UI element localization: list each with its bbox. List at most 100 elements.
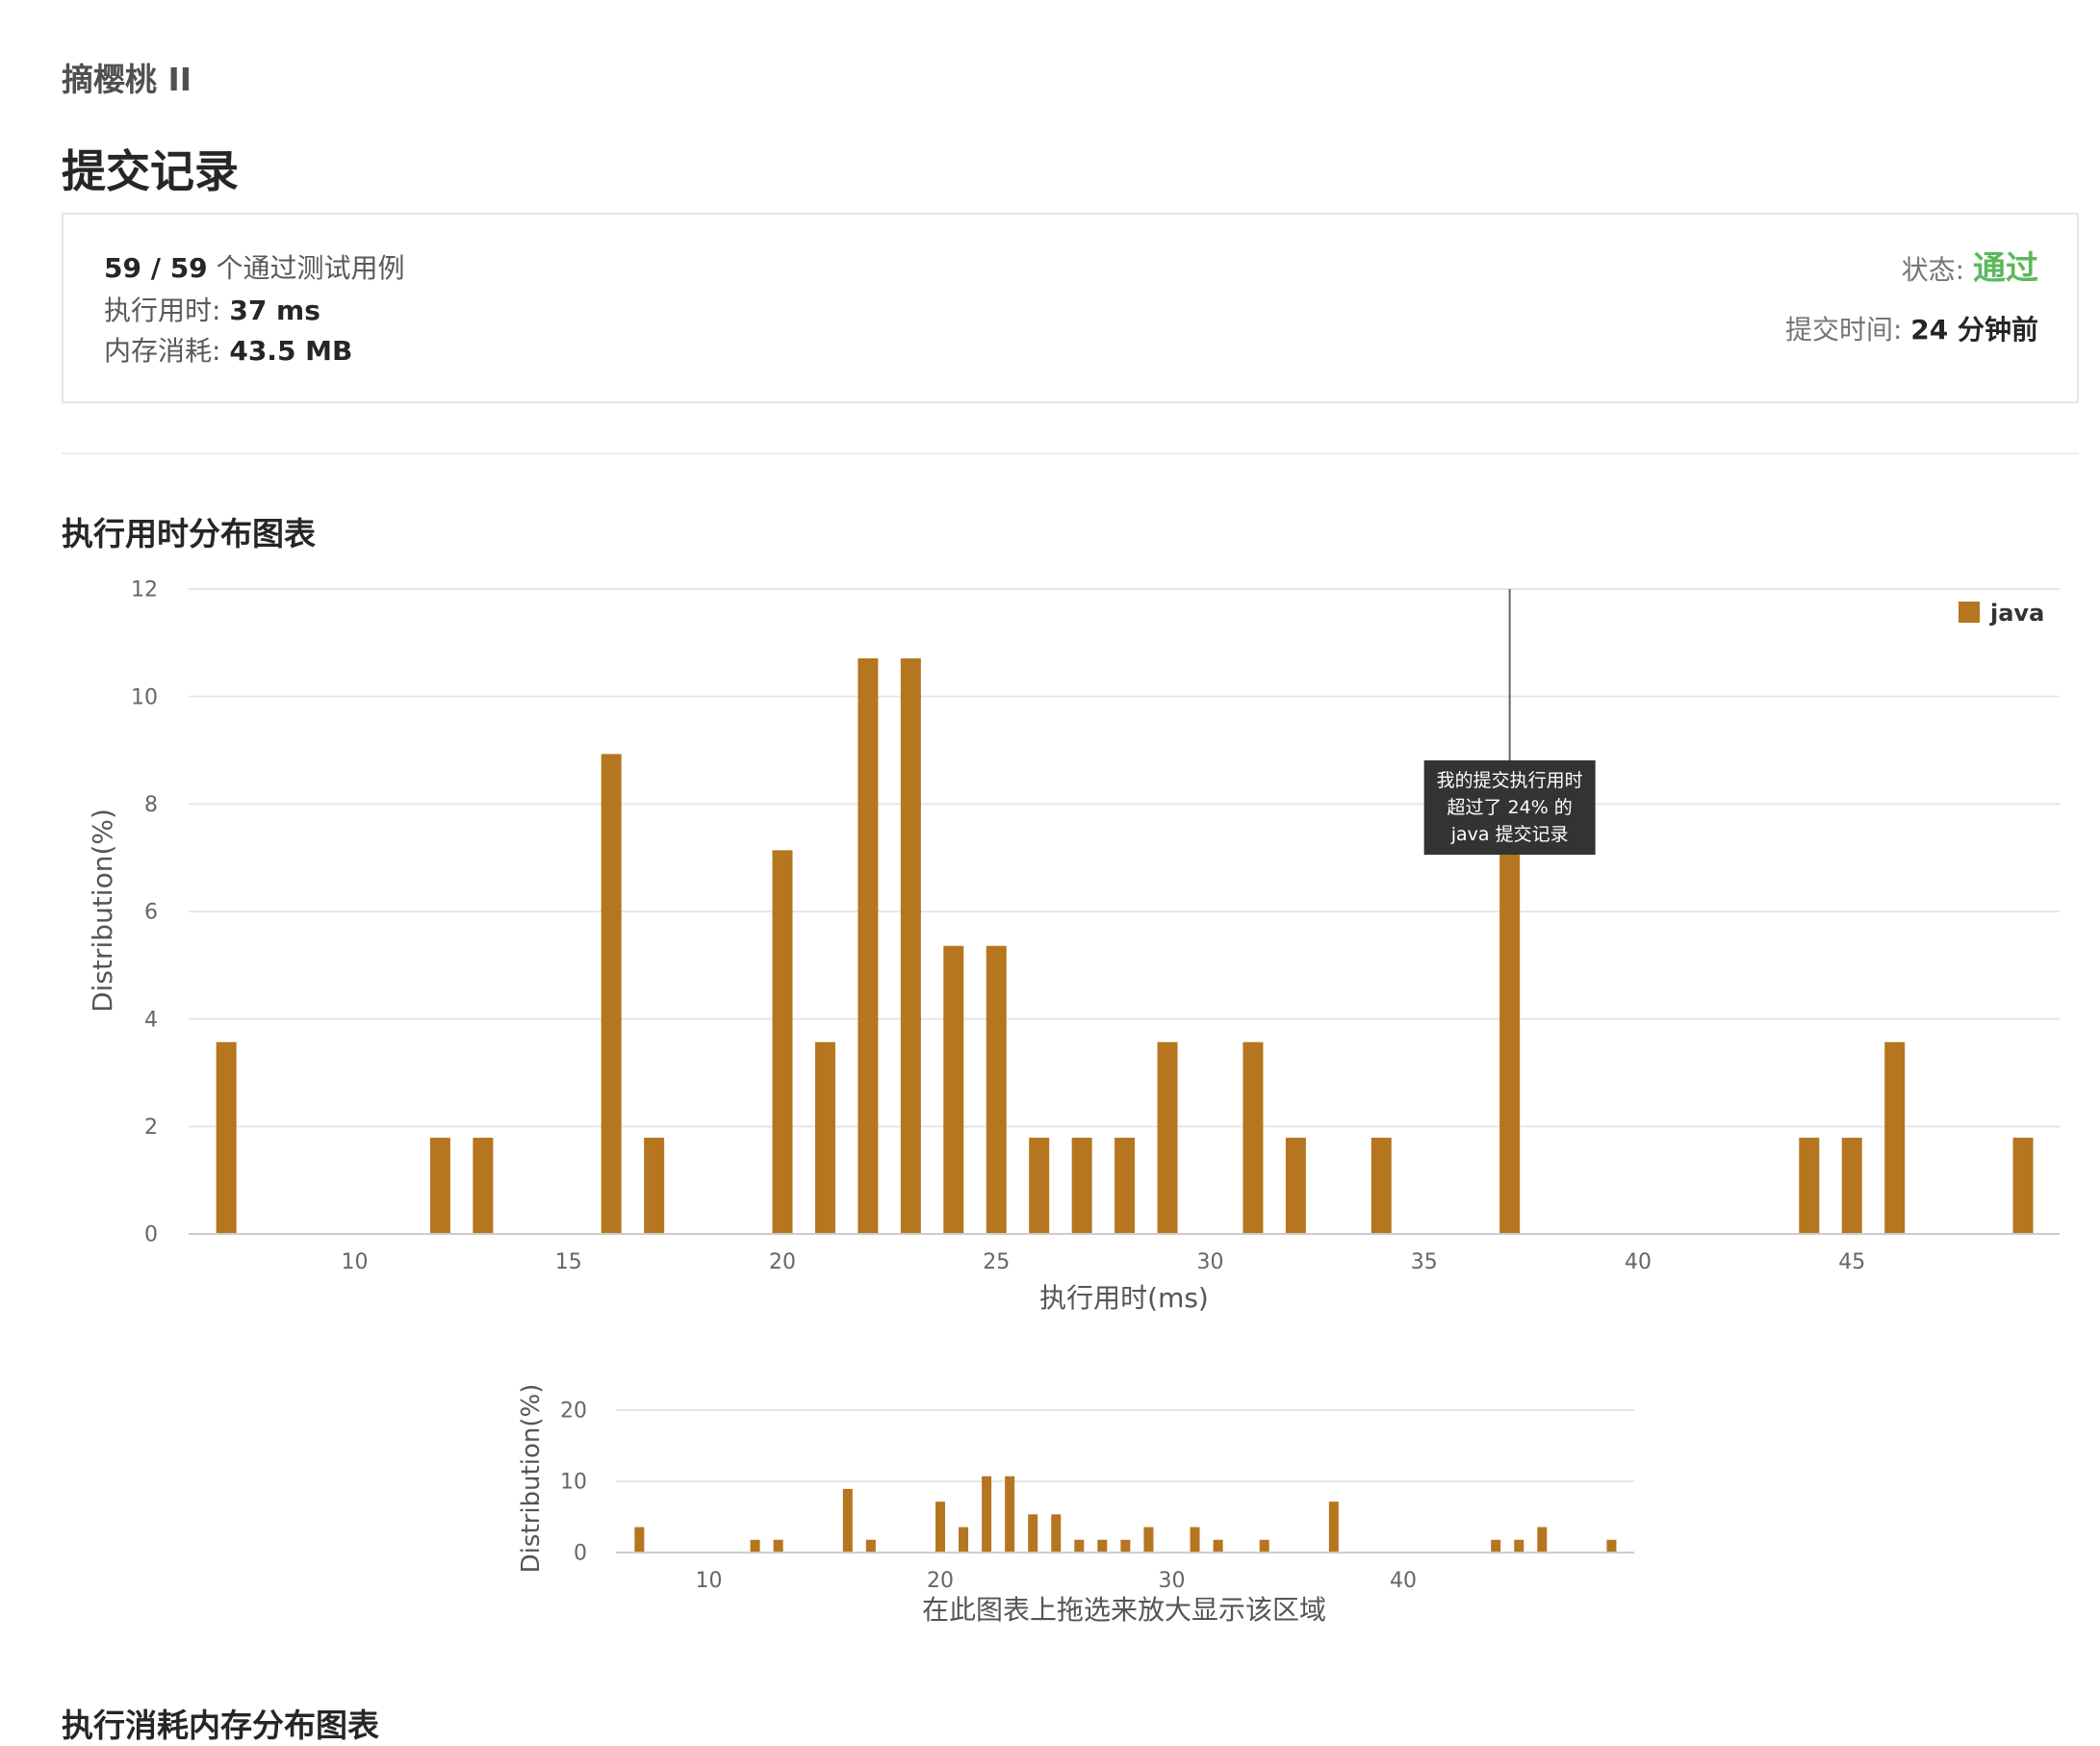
- memory-label: 内存消耗:: [104, 335, 230, 367]
- memory-value: 43.5 MB: [229, 335, 353, 367]
- bar[interactable]: [814, 1041, 835, 1234]
- bar[interactable]: [858, 658, 879, 1234]
- x-tick-label: 20: [769, 1250, 796, 1274]
- nav-x-axis-label: 在此图表上拖选来放大显示该区域: [922, 1594, 1326, 1626]
- bar[interactable]: [1143, 1527, 1154, 1553]
- bar[interactable]: [1606, 1539, 1617, 1553]
- nav-y-axis-label: Distribution(%): [517, 1384, 546, 1574]
- tooltip-line-1: 我的提交执行用时: [1437, 770, 1583, 791]
- submit-time-row: 提交时间: 24 分钟前: [1785, 309, 2038, 347]
- legend-swatch-java: [1959, 602, 1980, 623]
- bar[interactable]: [842, 1488, 853, 1553]
- bar[interactable]: [900, 658, 921, 1234]
- runtime-distribution-chart[interactable]: 0 2 4 6 8 10 12 10 15 20 25 30 35 40 45 Distribution(…: [0, 568, 2100, 1396]
- bar[interactable]: [986, 945, 1007, 1234]
- runtime-row: 执行用时: 37 ms: [104, 290, 320, 328]
- testcases-suffix: 个通过测试用例: [207, 252, 405, 284]
- runtime-value: 37 ms: [229, 295, 320, 326]
- main-x-axis-label: 执行用时(ms): [1039, 1282, 1209, 1314]
- x-tick-label: 45: [1838, 1250, 1865, 1274]
- submit-time-value: 24 分钟前: [1910, 314, 2038, 346]
- bar[interactable]: [773, 1539, 783, 1553]
- bar[interactable]: [1841, 1138, 1862, 1234]
- bar[interactable]: [772, 850, 793, 1234]
- bar[interactable]: [1884, 1041, 1906, 1234]
- bar[interactable]: [473, 1138, 494, 1234]
- status-row: 状态: 通过: [1902, 242, 2038, 289]
- y-tick-label: 4: [144, 1008, 158, 1032]
- bar[interactable]: [644, 1138, 665, 1234]
- tooltip-line-3: java 提交记录: [1450, 824, 1569, 845]
- x-tick-label: 10: [696, 1569, 723, 1593]
- problem-title[interactable]: 摘樱桃 II: [62, 61, 192, 98]
- bar[interactable]: [1514, 1539, 1524, 1553]
- testcases-passed: 59 / 59: [104, 252, 208, 284]
- bar[interactable]: [1157, 1041, 1178, 1234]
- bar[interactable]: [1285, 1138, 1306, 1234]
- bar[interactable]: [1328, 1502, 1339, 1553]
- x-tick-label: 10: [342, 1250, 369, 1274]
- bar[interactable]: [429, 1138, 450, 1234]
- bar[interactable]: [1242, 1041, 1264, 1234]
- my-submission-tooltip: 我的提交执行用时 超过了 24% 的 java 提交记录: [1423, 760, 1596, 855]
- bar[interactable]: [1190, 1527, 1200, 1553]
- bar[interactable]: [1537, 1527, 1548, 1553]
- legend-label-java: java: [1989, 600, 2044, 627]
- bar[interactable]: [1005, 1476, 1015, 1553]
- bar[interactable]: [634, 1527, 645, 1553]
- bar[interactable]: [1071, 1138, 1092, 1234]
- tooltip-box: [1423, 760, 1596, 855]
- y-tick-label: 10: [560, 1471, 587, 1495]
- bar[interactable]: [1491, 1539, 1501, 1553]
- status-value: 通过: [1973, 249, 2038, 288]
- bar[interactable]: [1120, 1539, 1131, 1553]
- bar[interactable]: [750, 1539, 760, 1553]
- bar[interactable]: [601, 754, 622, 1234]
- y-tick-label: 0: [574, 1542, 587, 1566]
- runtime-label: 执行用时:: [104, 295, 230, 326]
- memory-row: 内存消耗: 43.5 MB: [104, 330, 352, 369]
- bar[interactable]: [2012, 1138, 2034, 1234]
- y-tick-label: 12: [131, 578, 158, 603]
- bar[interactable]: [1370, 1138, 1392, 1234]
- page-heading: 提交记录: [62, 145, 239, 197]
- bar[interactable]: [1051, 1514, 1062, 1553]
- bar[interactable]: [1799, 1138, 1820, 1234]
- x-tick-label: 35: [1411, 1250, 1438, 1274]
- testcases-row: 59 / 59 个通过测试用例: [104, 247, 405, 286]
- x-tick-label: 30: [1197, 1250, 1224, 1274]
- bar[interactable]: [943, 945, 964, 1234]
- bar[interactable]: [1114, 1138, 1136, 1234]
- y-tick-label: 2: [144, 1116, 158, 1140]
- x-tick-label: 25: [983, 1250, 1010, 1274]
- y-tick-label: 8: [144, 793, 158, 817]
- navigator-chart[interactable]: 0 10 20 10 20 30 40 Distribution(%) 在此图表上拖选来放…: [0, 1367, 2100, 1627]
- legend[interactable]: java: [1959, 600, 2044, 627]
- x-tick-label: 15: [555, 1250, 582, 1274]
- memory-chart-title: 执行消耗内存分布图表: [62, 1707, 379, 1744]
- y-tick-label: 10: [131, 685, 158, 709]
- y-tick-label: 6: [144, 901, 158, 925]
- main-y-axis-label: Distribution(%): [87, 809, 118, 1013]
- submit-time-label: 提交时间:: [1784, 314, 1911, 346]
- bar[interactable]: [1028, 1514, 1038, 1553]
- x-tick-label: 30: [1159, 1569, 1186, 1593]
- status-label: 状态:: [1901, 254, 1973, 286]
- y-tick-label: 0: [144, 1223, 158, 1247]
- section-divider: [62, 452, 2079, 454]
- bar[interactable]: [935, 1502, 945, 1553]
- bar[interactable]: [1029, 1138, 1050, 1234]
- bar[interactable]: [1074, 1539, 1085, 1553]
- bar[interactable]: [1097, 1539, 1108, 1553]
- bar[interactable]: [982, 1476, 992, 1553]
- bar[interactable]: [1499, 850, 1521, 1234]
- y-tick-label: 20: [560, 1399, 587, 1424]
- bar[interactable]: [865, 1539, 876, 1553]
- x-tick-label: 20: [927, 1569, 954, 1593]
- bar[interactable]: [1213, 1539, 1223, 1553]
- bar[interactable]: [216, 1041, 237, 1234]
- submission-summary-card: 59 / 59 个通过测试用例 执行用时: 37 ms 内存消耗: 43.5 M…: [62, 213, 2079, 403]
- bar[interactable]: [1259, 1539, 1269, 1553]
- x-tick-label: 40: [1625, 1250, 1652, 1274]
- bar[interactable]: [959, 1527, 969, 1553]
